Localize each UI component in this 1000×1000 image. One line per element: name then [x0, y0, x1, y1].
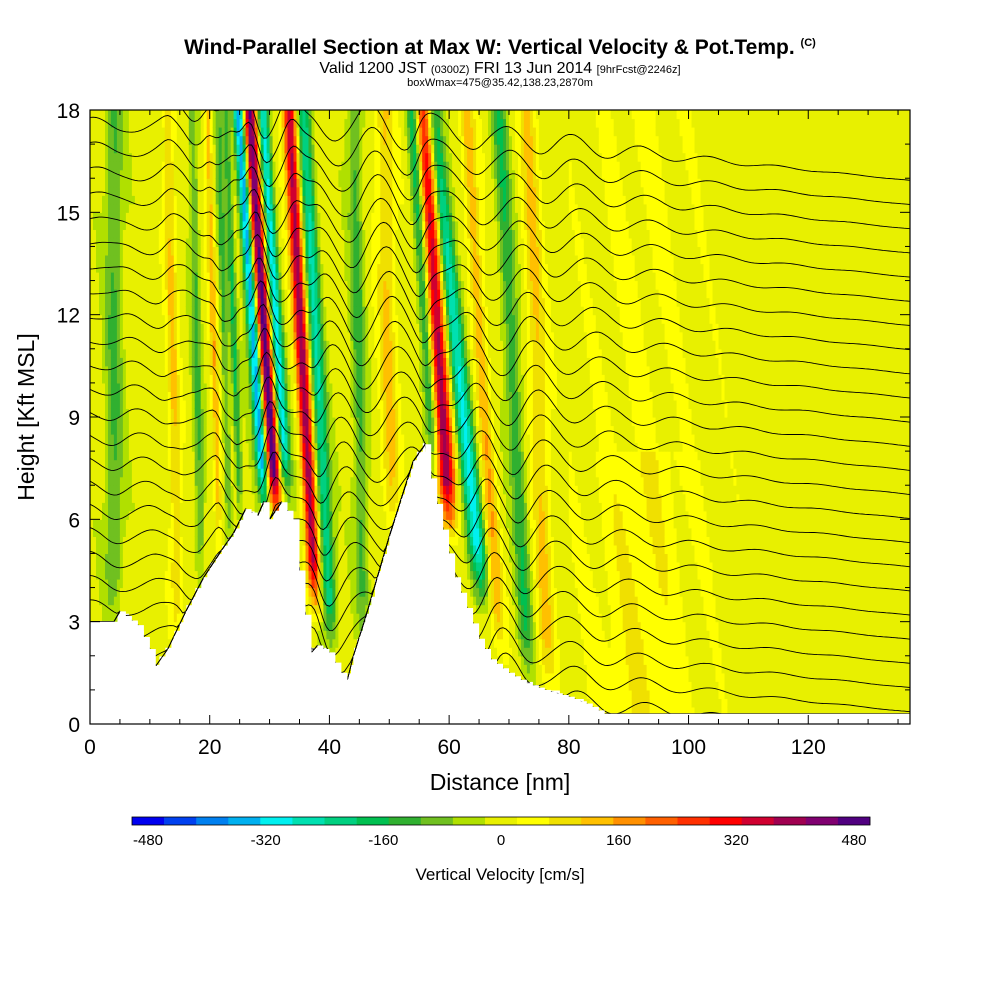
cross-section-chart: 0 20 40 60 80 100 120 0369121518 Distance [nm]…	[0, 0, 1000, 1000]
velocity-cell	[192, 588, 196, 597]
